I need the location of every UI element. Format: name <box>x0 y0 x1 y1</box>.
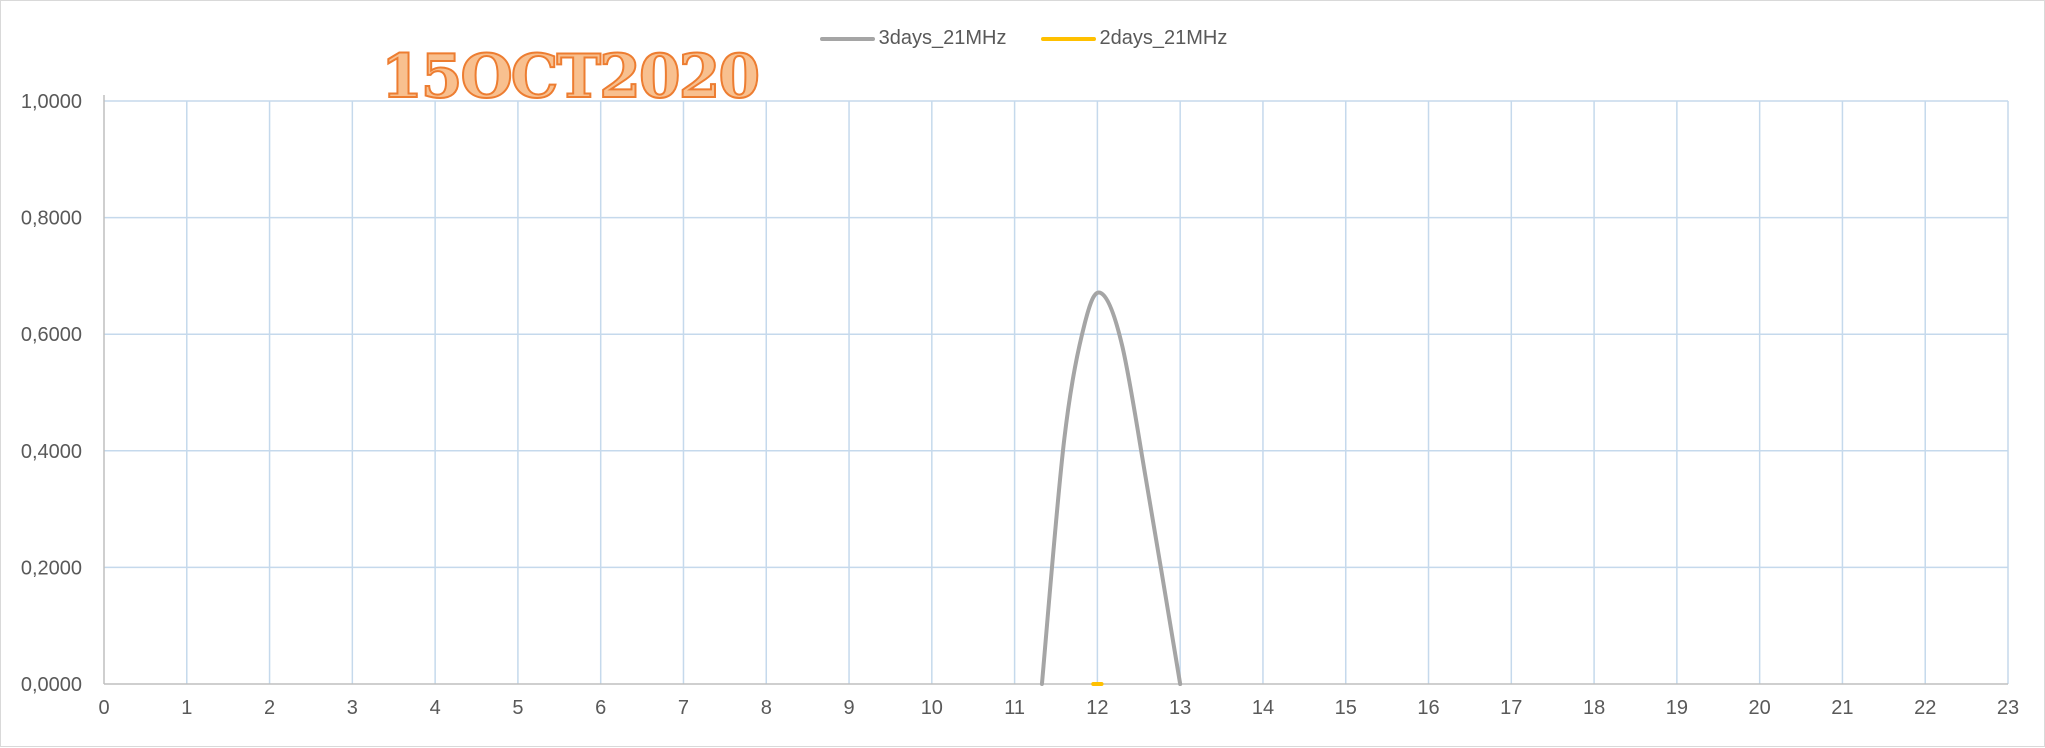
legend-label-series-2: 2days_21MHz <box>1100 27 1228 50</box>
y-tick-label: 0,2000 <box>21 557 82 579</box>
x-tick-label: 15 <box>1335 697 1357 719</box>
y-axis-ticks: 0,0000 0,2000 0,4000 0,6000 0,8000 1,0000 <box>21 91 82 696</box>
x-tick-label: 17 <box>1500 697 1522 719</box>
x-tick-label: 22 <box>1914 697 1936 719</box>
x-tick-label: 2 <box>264 697 275 719</box>
x-tick-label: 6 <box>595 697 606 719</box>
legend-item-series-1[interactable]: 3days_21MHz <box>820 27 1007 50</box>
series-lines <box>1042 293 1180 684</box>
grid-lines <box>104 101 2008 684</box>
chart-title: 15OCT2020 <box>381 47 758 107</box>
y-tick-label: 1,0000 <box>21 91 82 113</box>
x-tick-label: 20 <box>1749 697 1771 719</box>
series-line-1 <box>1042 293 1180 684</box>
legend-swatch-series-1 <box>820 37 875 41</box>
x-tick-label: 19 <box>1666 697 1688 719</box>
legend-swatch-series-2 <box>1041 37 1096 41</box>
x-tick-label: 5 <box>512 697 523 719</box>
x-tick-label: 13 <box>1169 697 1191 719</box>
y-tick-label: 0,4000 <box>21 441 82 463</box>
legend-label-series-1: 3days_21MHz <box>879 27 1007 50</box>
x-tick-label: 23 <box>1997 697 2019 719</box>
x-tick-label: 1 <box>181 697 192 719</box>
x-tick-label: 11 <box>1004 697 1025 719</box>
x-tick-label: 9 <box>843 697 854 719</box>
x-tick-label: 0 <box>98 697 109 719</box>
y-tick-label: 0,6000 <box>21 324 82 346</box>
x-tick-label: 3 <box>347 697 358 719</box>
x-tick-label: 12 <box>1086 697 1108 719</box>
y-tick-label: 0,0000 <box>21 674 82 696</box>
axes <box>104 95 2008 684</box>
x-tick-label: 7 <box>678 697 689 719</box>
x-tick-label: 14 <box>1252 697 1274 719</box>
x-tick-label: 8 <box>761 697 772 719</box>
legend-item-series-2[interactable]: 2days_21MHz <box>1041 27 1228 50</box>
chart-legend: 3days_21MHz 2days_21MHz <box>1 27 2045 50</box>
y-tick-label: 0,8000 <box>21 208 82 230</box>
x-tick-label: 16 <box>1417 697 1439 719</box>
x-tick-label: 18 <box>1583 697 1605 719</box>
x-tick-label: 21 <box>1831 697 1853 719</box>
x-axis-ticks: 0 1 2 3 4 5 6 7 8 9 10 11 12 13 14 15 16 17 18 19 20 21 22 23 <box>98 697 2019 719</box>
x-tick-label: 4 <box>430 697 441 719</box>
x-tick-label: 10 <box>921 697 943 719</box>
